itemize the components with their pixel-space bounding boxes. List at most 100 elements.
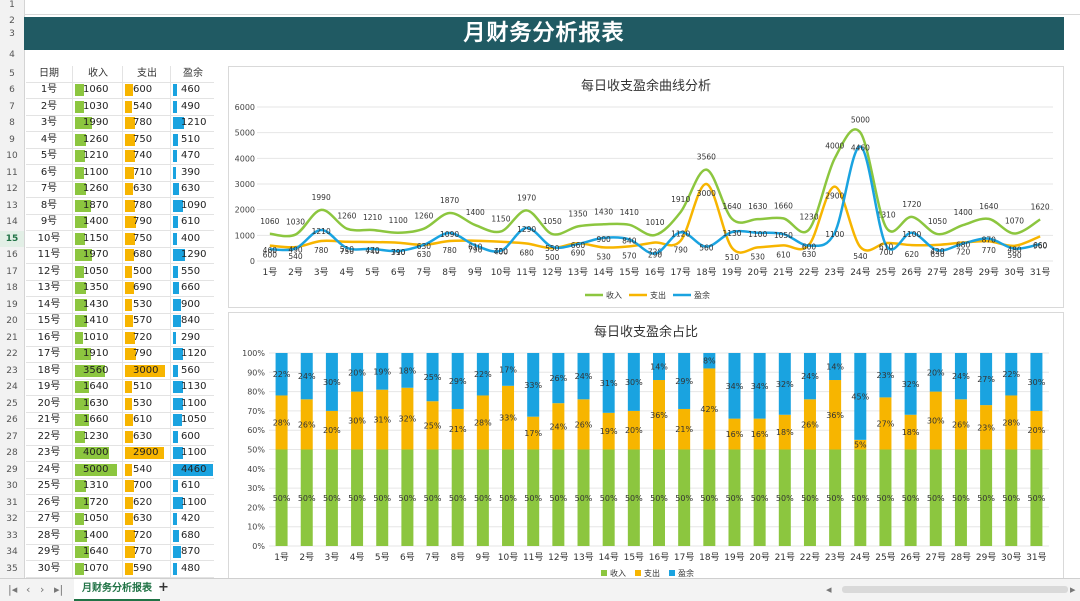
cell-surplus[interactable]: 470	[170, 148, 215, 164]
cell-surplus[interactable]: 600	[170, 428, 215, 445]
table-row[interactable]: 27号 1050 630 420	[26, 511, 214, 528]
cell-surplus[interactable]: 660	[170, 280, 215, 296]
cell-income[interactable]: 1050	[72, 511, 123, 527]
cell-expense[interactable]: 780	[122, 115, 171, 131]
cell-income[interactable]: 1070	[72, 560, 123, 577]
table-row[interactable]: 11号 1970 680 1290	[26, 247, 214, 264]
cell-date[interactable]: 14号	[37, 298, 61, 310]
row-number[interactable]: 26	[6, 415, 18, 425]
row-number[interactable]: 32	[6, 514, 18, 524]
cell-expense[interactable]: 600	[122, 82, 171, 98]
cell-surplus[interactable]: 510	[170, 131, 215, 148]
cell-expense[interactable]: 690	[122, 280, 171, 296]
cell-date[interactable]: 25号	[37, 480, 61, 491]
cell-expense[interactable]: 750	[122, 230, 171, 247]
cell-expense[interactable]: 750	[122, 131, 171, 148]
cell-surplus[interactable]: 400	[170, 230, 215, 247]
cell-surplus[interactable]: 290	[170, 329, 215, 346]
row-number[interactable]: 10	[6, 151, 18, 161]
cell-date[interactable]: 11号	[37, 249, 61, 260]
cell-expense[interactable]: 620	[122, 494, 171, 511]
row-number[interactable]: 2	[9, 16, 15, 26]
cell-expense[interactable]: 770	[122, 544, 171, 560]
cell-income[interactable]: 1310	[72, 478, 123, 494]
cell-income[interactable]: 1910	[72, 346, 123, 362]
cell-income[interactable]: 1100	[72, 164, 123, 181]
row-number[interactable]: 8	[9, 118, 15, 128]
first-sheet-button[interactable]: |◂	[8, 583, 18, 596]
table-row[interactable]: 18号 3560 3000 560	[26, 362, 214, 380]
cell-date[interactable]: 16号	[37, 331, 61, 343]
column-header[interactable]: 盈余	[170, 66, 215, 82]
cell-expense[interactable]: 2900	[122, 445, 171, 461]
table-row[interactable]: 17号 1910 790 1120	[26, 346, 214, 363]
cell-expense[interactable]: 510	[122, 379, 171, 395]
cell-date[interactable]: 24号	[37, 463, 61, 475]
row-number[interactable]: 29	[6, 464, 18, 475]
row-number[interactable]: 13	[6, 200, 18, 211]
cell-expense[interactable]: 630	[122, 181, 171, 197]
cell-surplus[interactable]: 610	[170, 214, 215, 230]
cell-surplus[interactable]: 420	[170, 511, 215, 527]
cell-date[interactable]: 22号	[37, 430, 61, 442]
cell-surplus[interactable]: 870	[170, 544, 215, 560]
cell-income[interactable]: 4000	[72, 445, 123, 461]
cell-date[interactable]: 3号	[40, 117, 58, 128]
table-row[interactable]: 22号 1230 630 600	[26, 428, 215, 446]
cell-income[interactable]: 1640	[72, 379, 123, 395]
table-row[interactable]: 10号 1150 750 400	[26, 230, 215, 248]
cell-income[interactable]: 1050	[72, 263, 123, 280]
cell-expense[interactable]: 610	[122, 412, 171, 428]
prev-sheet-button[interactable]: ‹	[26, 583, 31, 596]
row-number[interactable]: 11	[6, 167, 18, 178]
cell-income[interactable]: 1400	[72, 527, 123, 544]
row-number[interactable]: 28	[6, 448, 18, 458]
last-sheet-button[interactable]: ▸|	[54, 583, 64, 596]
table-row[interactable]: 1号 1060 600 460	[26, 82, 214, 99]
cell-date[interactable]: 17号	[37, 348, 61, 359]
row-number[interactable]: 30	[6, 481, 18, 491]
cell-date[interactable]: 1号	[40, 84, 58, 95]
row-number[interactable]: 27	[6, 431, 18, 442]
cell-expense[interactable]: 540	[122, 98, 171, 115]
cell-expense[interactable]: 630	[122, 511, 171, 527]
table-row[interactable]: 15号 1410 570 840	[26, 313, 214, 330]
cell-expense[interactable]: 530	[122, 296, 171, 313]
cell-income[interactable]: 1410	[72, 313, 123, 329]
cell-date[interactable]: 20号	[37, 397, 61, 409]
cell-income[interactable]: 1660	[72, 412, 123, 428]
row-number[interactable]: 12	[6, 184, 18, 194]
stacked-bar-chart-panel[interactable]: 每日收支盈余占比 0% 10% 20% 30% 40% 50% 60% 70% 80% 90% 10…	[228, 312, 1064, 580]
cell-expense[interactable]: 710	[122, 164, 171, 181]
table-row[interactable]: 20号 1630 530 1100	[26, 395, 214, 413]
table-row[interactable]: 23号 4000 2900 1100	[26, 445, 214, 462]
cell-expense[interactable]: 720	[122, 527, 171, 544]
sheet-tab-active[interactable]: 月财务分析报表	[74, 579, 160, 601]
cell-income[interactable]: 1150	[72, 230, 123, 247]
cell-expense[interactable]: 780	[122, 197, 171, 214]
table-row[interactable]: 7号 1260 630 630	[26, 181, 214, 198]
row-number[interactable]: 16	[6, 250, 18, 260]
row-number[interactable]: 20	[6, 316, 18, 326]
row-number[interactable]: 4	[9, 50, 15, 60]
table-row[interactable]: 12号 1050 500 550	[26, 263, 214, 281]
cell-date[interactable]: 21号	[37, 414, 61, 425]
row-number[interactable]: 3	[9, 29, 15, 39]
table-row[interactable]: 28号 1400 720 680	[26, 527, 215, 545]
cell-surplus[interactable]: 1100	[170, 494, 215, 511]
cell-income[interactable]: 1400	[72, 214, 123, 230]
column-header[interactable]: 收入	[72, 66, 123, 82]
row-number[interactable]: 1	[9, 0, 15, 10]
row-number[interactable]: 18	[6, 283, 18, 293]
cell-date[interactable]: 12号	[37, 265, 61, 277]
table-row[interactable]: 5号 1210 740 470	[26, 148, 214, 165]
cell-income[interactable]: 1010	[72, 329, 123, 346]
row-number[interactable]: 17	[6, 266, 18, 277]
row-number[interactable]: 15	[0, 230, 24, 247]
table-row[interactable]: 24号 5000 540 4460	[26, 461, 214, 479]
cell-date[interactable]: 19号	[37, 381, 61, 392]
column-header[interactable]: 日期	[39, 68, 59, 79]
cell-date[interactable]: 30号	[37, 562, 61, 574]
cell-date[interactable]: 27号	[37, 513, 61, 524]
cell-surplus[interactable]: 680	[170, 527, 215, 544]
